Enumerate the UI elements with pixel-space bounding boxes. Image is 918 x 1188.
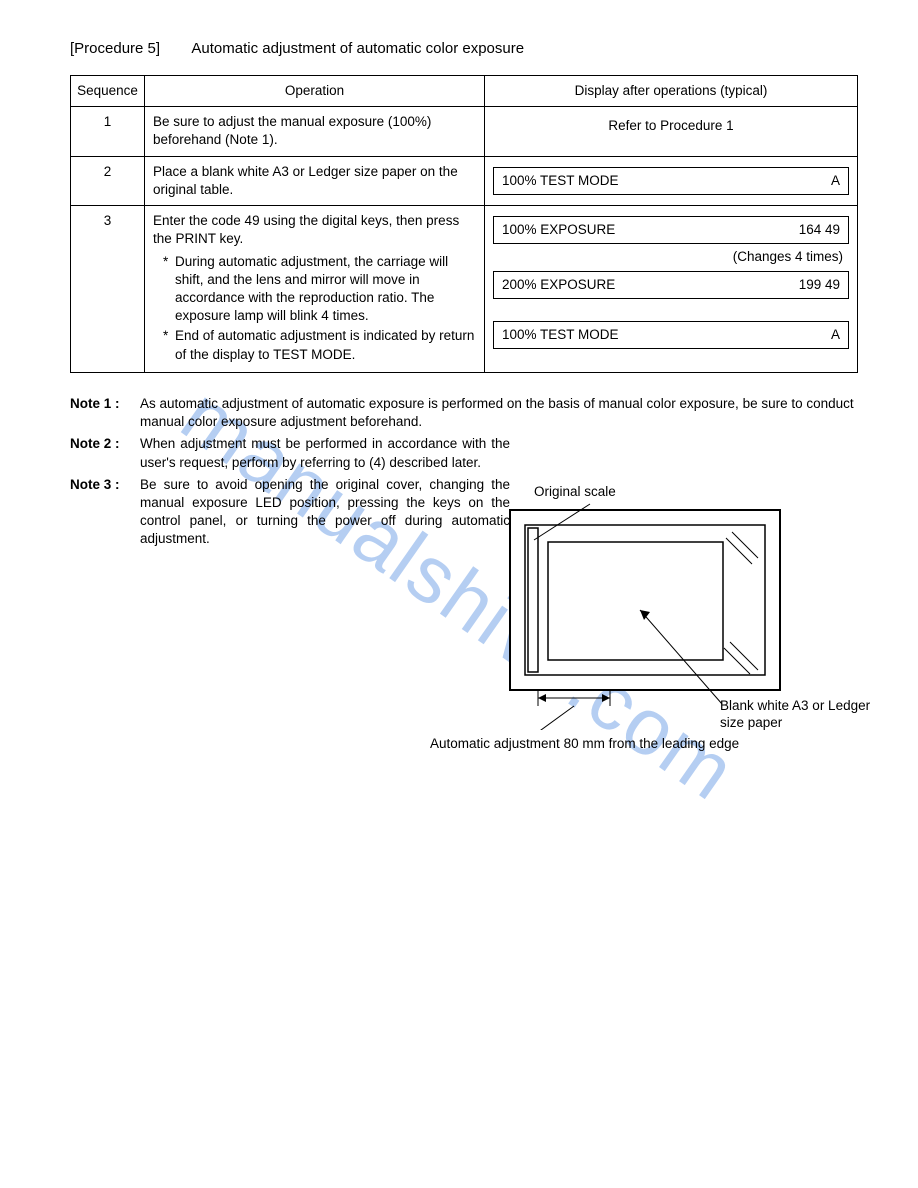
op-bullets: During automatic adjustment, the carriag…: [153, 253, 476, 364]
col-display: Display after operations (typical): [485, 76, 858, 107]
disp-cell: 100% TEST MODE A: [485, 156, 858, 205]
note-label: Note 2 :: [70, 435, 140, 471]
seq-cell: 3: [71, 206, 145, 373]
lcd-right: A: [831, 326, 840, 344]
lcd-left: 100% TEST MODE: [502, 172, 619, 190]
table-row: 3 Enter the code 49 using the digital ke…: [71, 206, 858, 373]
col-sequence: Sequence: [71, 76, 145, 107]
seq-cell: 2: [71, 156, 145, 205]
note-body: As automatic adjustment of automatic exp…: [140, 395, 858, 431]
lcd-left: 200% EXPOSURE: [502, 276, 615, 294]
seq-cell: 1: [71, 107, 145, 156]
diagram-svg: [470, 490, 810, 730]
figure-caption-paper: Blank white A3 or Ledger size paper: [720, 698, 880, 732]
lcd-left: 100% TEST MODE: [502, 326, 619, 344]
op-cell: Be sure to adjust the manual exposure (1…: [145, 107, 485, 156]
changes-note: (Changes 4 times): [493, 248, 843, 266]
page: [Procedure 5] Automatic adjustment of au…: [0, 0, 918, 593]
lcd-right: A: [831, 172, 840, 190]
lcd-display: 100% TEST MODE A: [493, 321, 849, 349]
op-cell: Enter the code 49 using the digital keys…: [145, 206, 485, 373]
display-note: Refer to Procedure 1: [493, 117, 849, 135]
op-cell: Place a blank white A3 or Ledger size pa…: [145, 156, 485, 205]
lcd-right: 199 49: [799, 276, 840, 294]
table-row: 1 Be sure to adjust the manual exposure …: [71, 107, 858, 156]
page-heading: [Procedure 5] Automatic adjustment of au…: [70, 40, 858, 57]
note-body: Be sure to avoid opening the original co…: [140, 476, 510, 549]
table-row: 2 Place a blank white A3 or Ledger size …: [71, 156, 858, 205]
op-bullet: During automatic adjustment, the carriag…: [163, 253, 476, 326]
procedure-title: Automatic adjustment of automatic color …: [191, 40, 524, 57]
op-bullet: End of automatic adjustment is indicated…: [163, 327, 476, 363]
figure: Original scale: [470, 490, 870, 730]
lcd-display: 100% EXPOSURE 164 49: [493, 216, 849, 244]
note-body: When adjustment must be performed in acc…: [140, 435, 510, 471]
lcd-display: 100% TEST MODE A: [493, 167, 849, 195]
lcd-display: 200% EXPOSURE 199 49: [493, 271, 849, 299]
note-label: Note 1 :: [70, 395, 140, 431]
disp-cell: 100% EXPOSURE 164 49 (Changes 4 times) 2…: [485, 206, 858, 373]
table-header-row: Sequence Operation Display after operati…: [71, 76, 858, 107]
procedure-label: [Procedure 5]: [70, 40, 160, 57]
col-operation: Operation: [145, 76, 485, 107]
lcd-right: 164 49: [799, 221, 840, 239]
lcd-left: 100% EXPOSURE: [502, 221, 615, 239]
note-1: Note 1 : As automatic adjustment of auto…: [70, 395, 858, 431]
procedure-table: Sequence Operation Display after operati…: [70, 75, 858, 373]
op-main: Enter the code 49 using the digital keys…: [153, 212, 476, 248]
disp-cell: Refer to Procedure 1: [485, 107, 858, 156]
note-label: Note 3 :: [70, 476, 140, 549]
figure-caption-80mm: Automatic adjustment 80 mm from the lead…: [430, 736, 770, 753]
note-2: Note 2 : When adjustment must be perform…: [70, 435, 858, 471]
figure-label-original-scale: Original scale: [534, 484, 616, 499]
